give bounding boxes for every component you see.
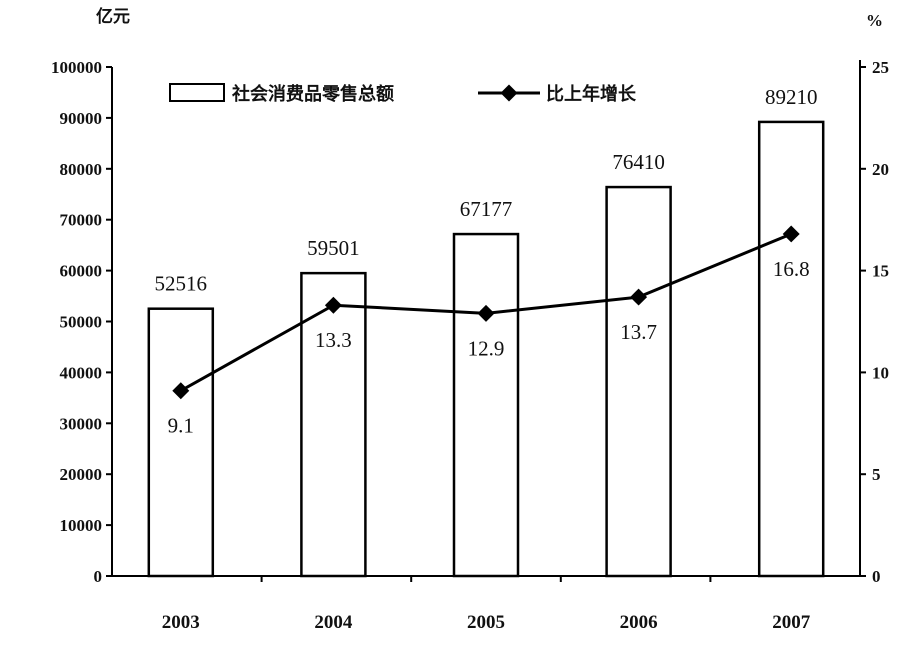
right-tick-label: 0: [872, 567, 881, 586]
line-value-label: 9.1: [168, 414, 194, 438]
left-tick-label: 60000: [60, 262, 103, 281]
line-value-label: 16.8: [773, 257, 810, 281]
line-value-label: 13.7: [620, 320, 657, 344]
bar: [452, 232, 520, 578]
x-tick-label: 2003: [162, 612, 200, 633]
legend-bar-label: 社会消费品零售总额: [232, 83, 394, 104]
left-tick-label: 100000: [51, 58, 102, 77]
legend: 社会消费品零售总额 比上年增长: [169, 83, 637, 104]
x-tick-label: 2007: [772, 612, 811, 633]
legend-line-label: 比上年增长: [546, 83, 637, 104]
right-tick-label: 5: [872, 465, 881, 484]
right-tick-label: 10: [872, 363, 889, 382]
line-value-label: 12.9: [468, 336, 505, 360]
bar-value-label: 76410: [612, 150, 665, 174]
line-point: [782, 225, 800, 243]
bars: [147, 120, 825, 578]
left-tick-label: 30000: [60, 414, 103, 433]
left-axis-unit: 亿元: [96, 6, 130, 26]
right-axis-unit: %: [866, 11, 883, 30]
right-tick-label: 20: [872, 160, 889, 179]
bar-value-label: 67177: [460, 197, 513, 221]
bar-value-label: 52516: [155, 272, 208, 296]
bar-value-label: 59501: [307, 236, 360, 260]
left-tick-label: 90000: [60, 109, 103, 128]
x-tick-label: 2005: [467, 612, 505, 633]
bar: [147, 307, 215, 578]
legend-bar-swatch: [169, 83, 225, 102]
line-point: [172, 382, 190, 400]
bar-value-label: 89210: [765, 85, 818, 109]
legend-line-marker: [500, 84, 518, 102]
bar: [605, 185, 672, 578]
line-point: [477, 304, 495, 322]
left-tick-label: 20000: [60, 465, 103, 484]
left-tick-label: 40000: [60, 363, 103, 382]
line-point: [324, 296, 342, 314]
line-point: [630, 288, 648, 306]
left-tick-label: 70000: [60, 211, 103, 230]
bar: [300, 271, 367, 578]
right-tick-label: 25: [872, 58, 889, 77]
left-tick-label: 0: [94, 567, 103, 586]
left-tick-label: 50000: [60, 313, 103, 332]
right-tick-label: 15: [872, 262, 889, 281]
axes: 0 10000 20000 30000 40000 50000 60000 70000 8000…: [51, 58, 889, 633]
left-tick-label: 80000: [60, 160, 103, 179]
x-tick-label: 2004: [314, 612, 353, 633]
bar: [757, 120, 825, 578]
left-tick-label: 10000: [60, 516, 103, 535]
data-labels: 52516 59501 67177 76410 89210 9.1 13.3 12.9 13.7…: [155, 85, 818, 438]
line-value-label: 13.3: [315, 328, 352, 352]
x-tick-label: 2006: [620, 612, 658, 633]
growth-line: [172, 225, 800, 400]
